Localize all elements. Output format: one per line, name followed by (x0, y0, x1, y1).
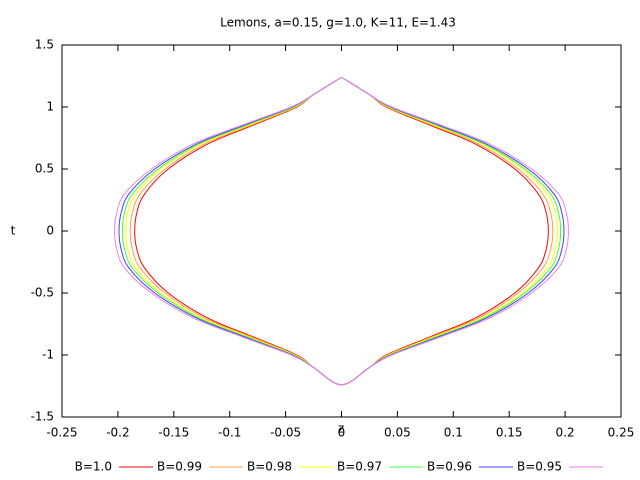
plot-border (61, 44, 622, 418)
series-line (114, 76, 569, 386)
y-tick-label: 0 (46, 224, 54, 238)
y-tick-label: 1.5 (35, 38, 54, 52)
x-tick-label: -0.25 (46, 426, 77, 440)
x-tick-label: 0.25 (608, 426, 635, 440)
x-tick-label: 0.05 (384, 426, 411, 440)
y-tick-label: -1.5 (31, 410, 54, 424)
series-line (134, 76, 549, 386)
x-tick-label: -0.05 (270, 426, 301, 440)
x-tick-label: -0.2 (106, 426, 129, 440)
x-axis-label: z (338, 422, 344, 436)
y-axis-label: t (11, 224, 16, 238)
y-tick-label: -0.5 (31, 286, 54, 300)
y-tick-label: 0.5 (35, 162, 54, 176)
x-tick-label: 0.15 (496, 426, 523, 440)
chart-title: Lemons, a=0.15, g=1.0, K=11, E=1.43 (220, 16, 456, 30)
x-tick-label: 0.1 (444, 426, 463, 440)
x-tick-label: -0.1 (218, 426, 241, 440)
legend-label: B=0.96 (427, 460, 472, 474)
x-tick-label: -0.15 (158, 426, 189, 440)
legend-label: B=1.0 (75, 460, 112, 474)
series-line (118, 76, 565, 386)
x-tick-label: 0.2 (556, 426, 575, 440)
legend-label: B=0.98 (247, 460, 292, 474)
series-line (125, 76, 558, 386)
legend-label: B=0.97 (337, 460, 382, 474)
series-line (121, 76, 562, 386)
legend-label: B=0.95 (517, 460, 562, 474)
legend-label: B=0.99 (157, 460, 202, 474)
y-tick-label: 1 (46, 100, 54, 114)
x-tick-label: 0 (338, 426, 346, 440)
series-line (129, 76, 554, 386)
y-tick-label: -1 (42, 348, 54, 362)
